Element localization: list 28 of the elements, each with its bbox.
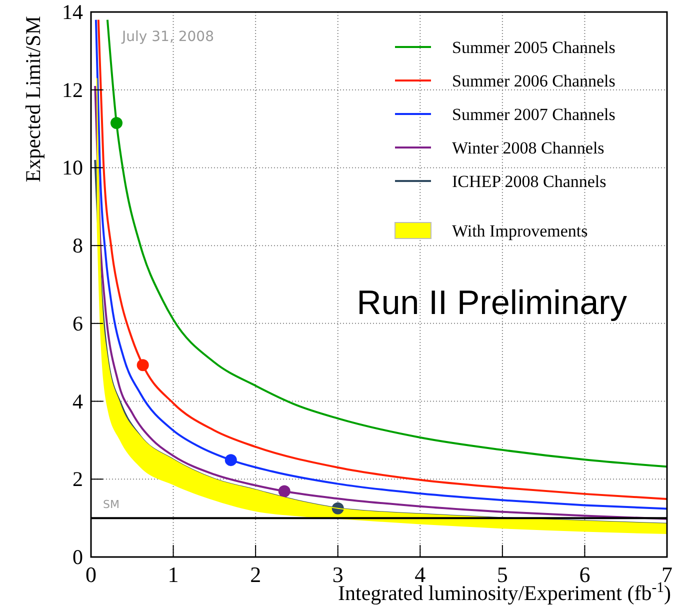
legend-label: With Improvements [452, 222, 588, 240]
y-tick-label: 6 [72, 311, 83, 336]
y-tick-label: 12 [62, 78, 83, 102]
y-tick-label: 4 [72, 389, 84, 414]
x-tick-label: 1 [168, 562, 179, 587]
y-tick-label: 10 [62, 156, 83, 180]
y-tick-label: 8 [72, 234, 83, 258]
legend-label: Summer 2006 Channels [452, 72, 616, 90]
point [136, 359, 149, 372]
x-tick-label: 2 [250, 562, 262, 587]
y-tick-label: 14 [62, 0, 84, 24]
point [224, 454, 237, 466]
point [110, 116, 123, 129]
legend-label: Winter 2008 Channels [452, 138, 604, 158]
ref-line-label: SM [103, 498, 120, 512]
x-tick-label: 6 [579, 562, 590, 587]
legend-label: Summer 2005 Channels [452, 38, 616, 57]
y-tick-label: 0 [72, 545, 83, 569]
point [278, 485, 290, 498]
annotation: Run II Preliminary [356, 284, 627, 322]
annotation: July 31, 2008 [121, 29, 214, 45]
y-axis-title: Expected Limit/SM [21, 16, 45, 182]
legend-label: Summer 2007 Channels [452, 105, 616, 124]
x-tick-label: 7 [662, 562, 672, 587]
x-tick-label: 5 [496, 562, 508, 587]
x-tick-label: 3 [332, 562, 344, 587]
y-tick-label: 2 [72, 467, 83, 492]
legend-label: ICHEP 2008 Channels [452, 172, 606, 191]
